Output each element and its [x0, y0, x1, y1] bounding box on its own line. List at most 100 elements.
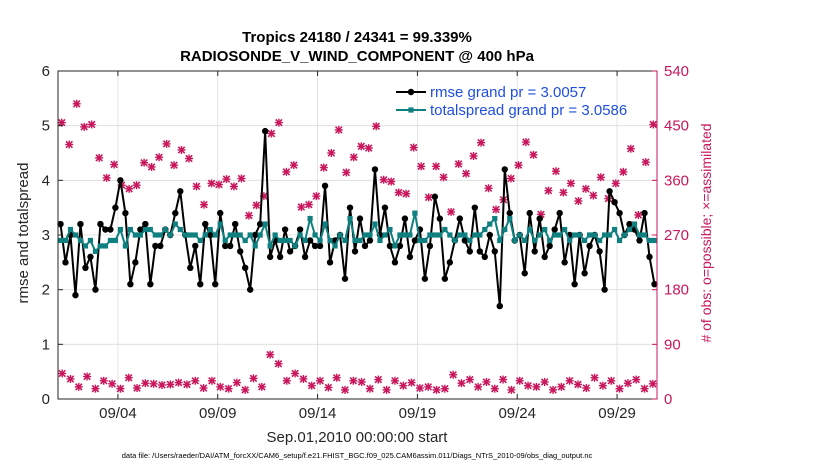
totalspread-marker	[507, 216, 513, 222]
rmse-marker	[102, 226, 109, 233]
totalspread-marker	[252, 243, 258, 249]
obs-possible-high-point	[267, 129, 276, 138]
totalspread-marker	[512, 237, 518, 244]
obs-possible-high-point	[155, 153, 164, 162]
rmse-marker	[526, 209, 533, 217]
rmse-marker	[241, 264, 249, 271]
rmse-marker	[541, 253, 548, 261]
rmse-marker	[157, 242, 164, 250]
obs-possible-low-point	[474, 382, 483, 391]
x-tick-label: 09/19	[399, 405, 437, 422]
x-tick-label: 09/29	[598, 405, 636, 422]
totalspread-marker	[407, 232, 413, 238]
rmse-marker	[616, 209, 623, 217]
rmse-marker	[301, 253, 309, 261]
rmse-marker	[127, 281, 134, 288]
obs-possible-low-point	[490, 384, 499, 393]
totalspread-marker	[67, 226, 74, 233]
totalspread-marker	[427, 232, 433, 238]
totalspread-marker	[317, 237, 323, 244]
obs-possible-low-point	[632, 375, 641, 384]
obs-possible-low-point	[440, 384, 449, 393]
obs-possible-high-point	[72, 99, 81, 108]
y-right-tick-label: 270	[664, 227, 689, 244]
y-right-tick-label: 360	[664, 172, 689, 189]
rmse-marker	[646, 253, 653, 261]
totalspread-marker	[127, 226, 133, 233]
rmse-marker	[386, 242, 394, 250]
obs-possible-low-point	[640, 384, 649, 393]
legend-swatch-marker	[407, 88, 415, 96]
rmse-marker	[556, 209, 563, 217]
obs-possible-low-point	[66, 374, 75, 383]
totalspread-marker	[557, 232, 563, 238]
totalspread-marker	[272, 232, 278, 238]
rmse-marker	[256, 220, 264, 228]
obs-possible-high-point	[222, 175, 231, 184]
totalspread-marker	[312, 232, 318, 238]
totalspread-marker	[197, 237, 203, 244]
rmse-marker	[521, 270, 528, 277]
totalspread-marker	[287, 237, 293, 244]
totalspread-marker	[152, 232, 158, 238]
obs-possible-high-point	[387, 177, 396, 186]
obs-possible-high-point	[289, 161, 298, 170]
obs-possible-low-point	[108, 379, 117, 388]
rmse-marker	[506, 209, 513, 217]
totalspread-marker	[502, 226, 508, 233]
rmse-marker	[486, 231, 493, 239]
totalspread-marker	[57, 237, 64, 244]
obs-possible-high-point	[417, 162, 426, 171]
obs-possible-low-point	[316, 376, 325, 385]
series-layer	[57, 99, 658, 394]
totalspread-marker	[402, 232, 408, 238]
obs-possible-low-point	[257, 382, 266, 391]
obs-possible-high-point	[394, 188, 403, 197]
obs-possible-high-point	[641, 158, 650, 167]
rmse-marker	[346, 204, 354, 211]
rmse-marker	[641, 209, 648, 217]
totalspread-marker	[242, 237, 248, 244]
totalspread-marker	[167, 232, 173, 238]
obs-possible-high-point	[372, 122, 381, 131]
obs-possible-high-point	[484, 184, 493, 193]
rmse-marker	[72, 291, 79, 299]
obs-possible-low-point	[133, 384, 142, 393]
totalspread-marker	[157, 232, 163, 238]
obs-possible-high-point	[514, 161, 523, 170]
rmse-marker	[586, 242, 593, 250]
totalspread-marker	[192, 232, 198, 238]
totalspread-marker	[142, 226, 148, 233]
rmse-marker	[411, 237, 419, 244]
totalspread-marker	[577, 232, 583, 238]
rmse-marker	[177, 188, 184, 195]
totalspread-marker	[532, 237, 538, 244]
rmse-marker	[296, 226, 304, 233]
obs-possible-low-point	[58, 369, 67, 378]
totalspread-marker	[257, 232, 263, 238]
y-right-tick-label: 180	[664, 282, 689, 299]
rmse-marker	[152, 242, 159, 250]
rmse-marker	[536, 215, 543, 222]
totalspread-marker	[122, 243, 128, 249]
y-left-tick-label: 1	[42, 336, 50, 353]
totalspread-marker	[102, 243, 109, 249]
obs-possible-high-point	[214, 180, 223, 189]
y-right-tick-label: 450	[664, 118, 689, 135]
obs-possible-high-point	[357, 142, 366, 151]
obs-possible-low-point	[341, 385, 350, 394]
rmse-marker	[561, 259, 568, 266]
totalspread-marker	[307, 216, 313, 222]
rmse-marker	[92, 286, 99, 293]
totalspread-marker	[187, 232, 193, 238]
y-left-tick-label: 2	[42, 282, 50, 299]
obs-possible-high-point	[244, 211, 253, 220]
rmse-marker	[207, 231, 214, 239]
rmse-marker	[281, 226, 289, 233]
obs-possible-high-point	[544, 186, 553, 195]
totalspread-marker	[601, 232, 608, 238]
totalspread-marker	[247, 232, 253, 238]
obs-possible-low-point	[532, 382, 541, 391]
y-left-tick-label: 3	[42, 227, 50, 244]
